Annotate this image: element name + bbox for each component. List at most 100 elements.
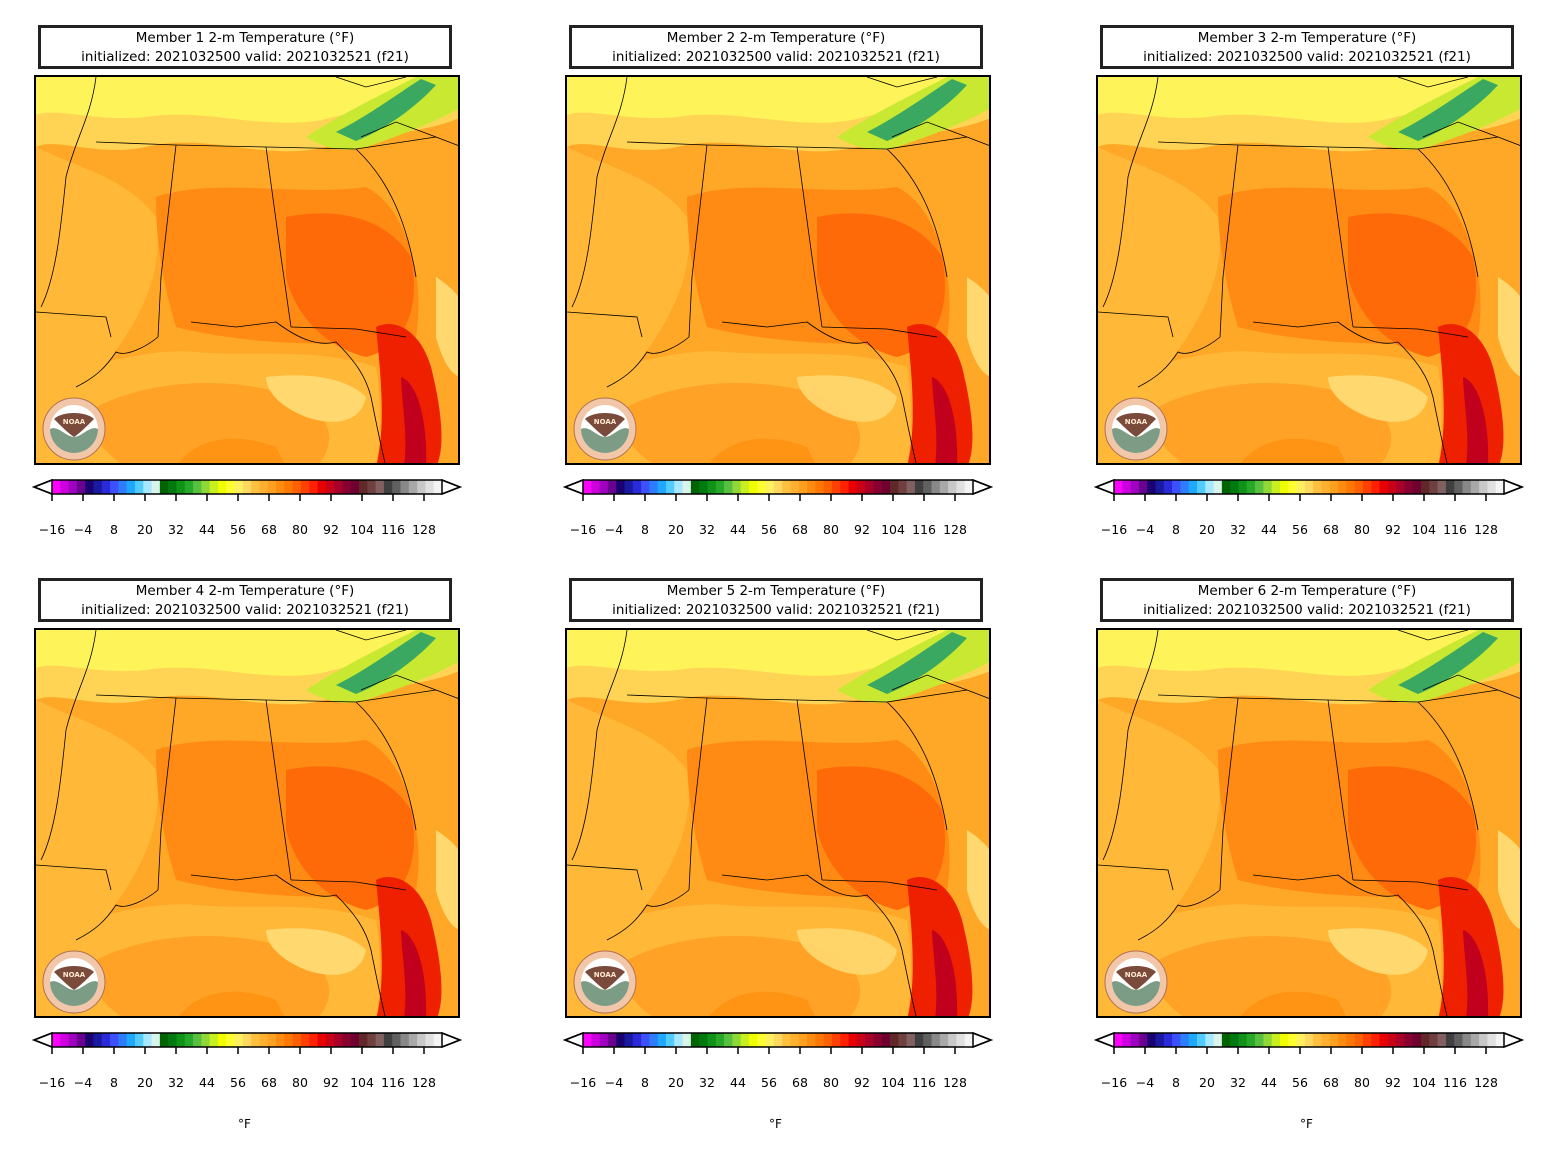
panel-title-box: Member 5 2-m Temperature (°F) initialize… <box>569 578 983 622</box>
colorbar-swatch <box>724 1033 733 1047</box>
temperature-map: NOAA <box>1096 628 1522 1018</box>
colorbar-tick-label: 32 <box>1230 1075 1246 1090</box>
colorbar-tick-label: −16 <box>1101 522 1127 537</box>
colorbar-swatch <box>815 480 825 494</box>
colorbar-swatch <box>392 480 401 494</box>
colorbar-swatch <box>350 480 360 494</box>
colorbar-swatch <box>682 1033 692 1047</box>
colorbar-swatch <box>583 480 592 494</box>
colorbar-swatch <box>1213 480 1223 494</box>
colorbar-swatch <box>1371 1033 1380 1047</box>
colorbar-swatch <box>1122 1033 1131 1047</box>
colorbar-swatch <box>126 480 136 494</box>
colorbar-swatch <box>964 480 974 494</box>
temperature-map: NOAA <box>565 628 991 1018</box>
colorbar-swatch <box>732 1033 742 1047</box>
svg-text:NOAA: NOAA <box>63 971 86 979</box>
colorbar-swatch <box>359 1033 368 1047</box>
colorbar-swatch <box>798 1033 808 1047</box>
colorbar-swatch <box>848 1033 858 1047</box>
colorbar-swatch <box>1421 1033 1430 1047</box>
colorbar-tick-label: 116 <box>912 522 936 537</box>
colorbar-swatch <box>765 1033 775 1047</box>
colorbar-swatch <box>690 480 700 494</box>
colorbar-swatch <box>1296 480 1306 494</box>
member-panel-2: Member 2 2-m Temperature (°F) initialize… <box>562 0 1005 560</box>
colorbar-swatch <box>865 480 874 494</box>
colorbar-swatch <box>840 480 849 494</box>
colorbar-swatch <box>350 1033 360 1047</box>
colorbar-swatch <box>848 480 858 494</box>
colorbar-tick-label: 20 <box>668 1075 684 1090</box>
colorbar-tick-label: 32 <box>168 1075 184 1090</box>
colorbar-swatch <box>1313 1033 1322 1047</box>
colorbar-swatch <box>657 480 667 494</box>
colorbar-tick-label: 20 <box>137 522 153 537</box>
colorbar-swatch <box>234 1033 244 1047</box>
colorbar-tick-label: 92 <box>323 1075 339 1090</box>
svg-text:NOAA: NOAA <box>1125 971 1148 979</box>
colorbar: −16 −4 8 20 32 44 56 68 80 92 104 116 128 <box>562 1031 994 1101</box>
colorbar-tick-label: 68 <box>792 1075 808 1090</box>
colorbar-swatch <box>367 1033 377 1047</box>
colorbar-tick-label: 20 <box>668 522 684 537</box>
colorbar-swatch <box>251 1033 260 1047</box>
colorbar-tick-label: 104 <box>1412 1075 1436 1090</box>
svg-text:NOAA: NOAA <box>1125 418 1148 426</box>
colorbar-swatch <box>1313 480 1322 494</box>
colorbar-tick-label: 44 <box>1261 1075 1277 1090</box>
colorbar-swatch <box>1147 480 1156 494</box>
colorbar-tick-label: 44 <box>199 1075 215 1090</box>
colorbar-swatch <box>807 1033 816 1047</box>
colorbar-swatch <box>1437 1033 1447 1047</box>
colorbar-swatch <box>1279 480 1289 494</box>
svg-text:NOAA: NOAA <box>594 418 617 426</box>
colorbar-tick-label: 8 <box>1172 522 1180 537</box>
colorbar-swatch <box>1479 480 1488 494</box>
colorbar-tick-label: 92 <box>854 1075 870 1090</box>
colorbar-tick-label: 20 <box>137 1075 153 1090</box>
colorbar-swatch <box>1188 1033 1198 1047</box>
colorbar-tick-label: 128 <box>943 522 967 537</box>
colorbar-swatch <box>1487 480 1497 494</box>
colorbar-tick-label: 92 <box>1385 1075 1401 1090</box>
colorbar-swatch <box>1147 1033 1156 1047</box>
colorbar-swatch <box>1495 1033 1505 1047</box>
colorbar-swatch <box>1371 480 1380 494</box>
colorbar-swatch <box>1238 1033 1248 1047</box>
colorbar-swatch <box>134 480 144 494</box>
colorbar-swatch <box>1221 1033 1231 1047</box>
colorbar-swatch <box>383 1033 393 1047</box>
colorbar-swatch <box>143 1033 152 1047</box>
colorbar-swatch <box>1445 1033 1455 1047</box>
colorbar-swatch <box>607 480 617 494</box>
colorbar-tick-label: 8 <box>641 1075 649 1090</box>
colorbar-swatch <box>68 480 78 494</box>
colorbar-swatch <box>392 1033 401 1047</box>
colorbar-swatch <box>184 480 194 494</box>
colorbar-tick-label: 44 <box>199 522 215 537</box>
colorbar-swatch <box>707 480 717 494</box>
colorbar-swatch <box>1404 480 1414 494</box>
colorbar-swatch <box>118 480 128 494</box>
colorbar-tick-label: 68 <box>1323 522 1339 537</box>
panel-title-box: Member 3 2-m Temperature (°F) initialize… <box>1100 25 1514 69</box>
colorbar-swatch <box>1304 480 1314 494</box>
colorbar-swatch <box>624 480 634 494</box>
colorbar-swatch <box>881 1033 891 1047</box>
colorbar-swatch <box>342 480 352 494</box>
colorbar-tick-label: 92 <box>323 522 339 537</box>
colorbar-swatch <box>616 480 625 494</box>
colorbar-swatch <box>1163 480 1173 494</box>
colorbar-swatch <box>433 1033 443 1047</box>
colorbar-swatch <box>1454 1033 1463 1047</box>
colorbar-swatch <box>624 1033 634 1047</box>
colorbar-swatch <box>890 1033 899 1047</box>
panel-title: Member 5 2-m Temperature (°F) <box>666 583 886 599</box>
colorbar-swatch <box>1445 480 1455 494</box>
colorbar-tick-label: 56 <box>230 522 246 537</box>
colorbar-swatch <box>665 480 675 494</box>
colorbar-swatch <box>964 1033 974 1047</box>
colorbar-swatch <box>1172 480 1181 494</box>
colorbar-swatch <box>699 1033 708 1047</box>
